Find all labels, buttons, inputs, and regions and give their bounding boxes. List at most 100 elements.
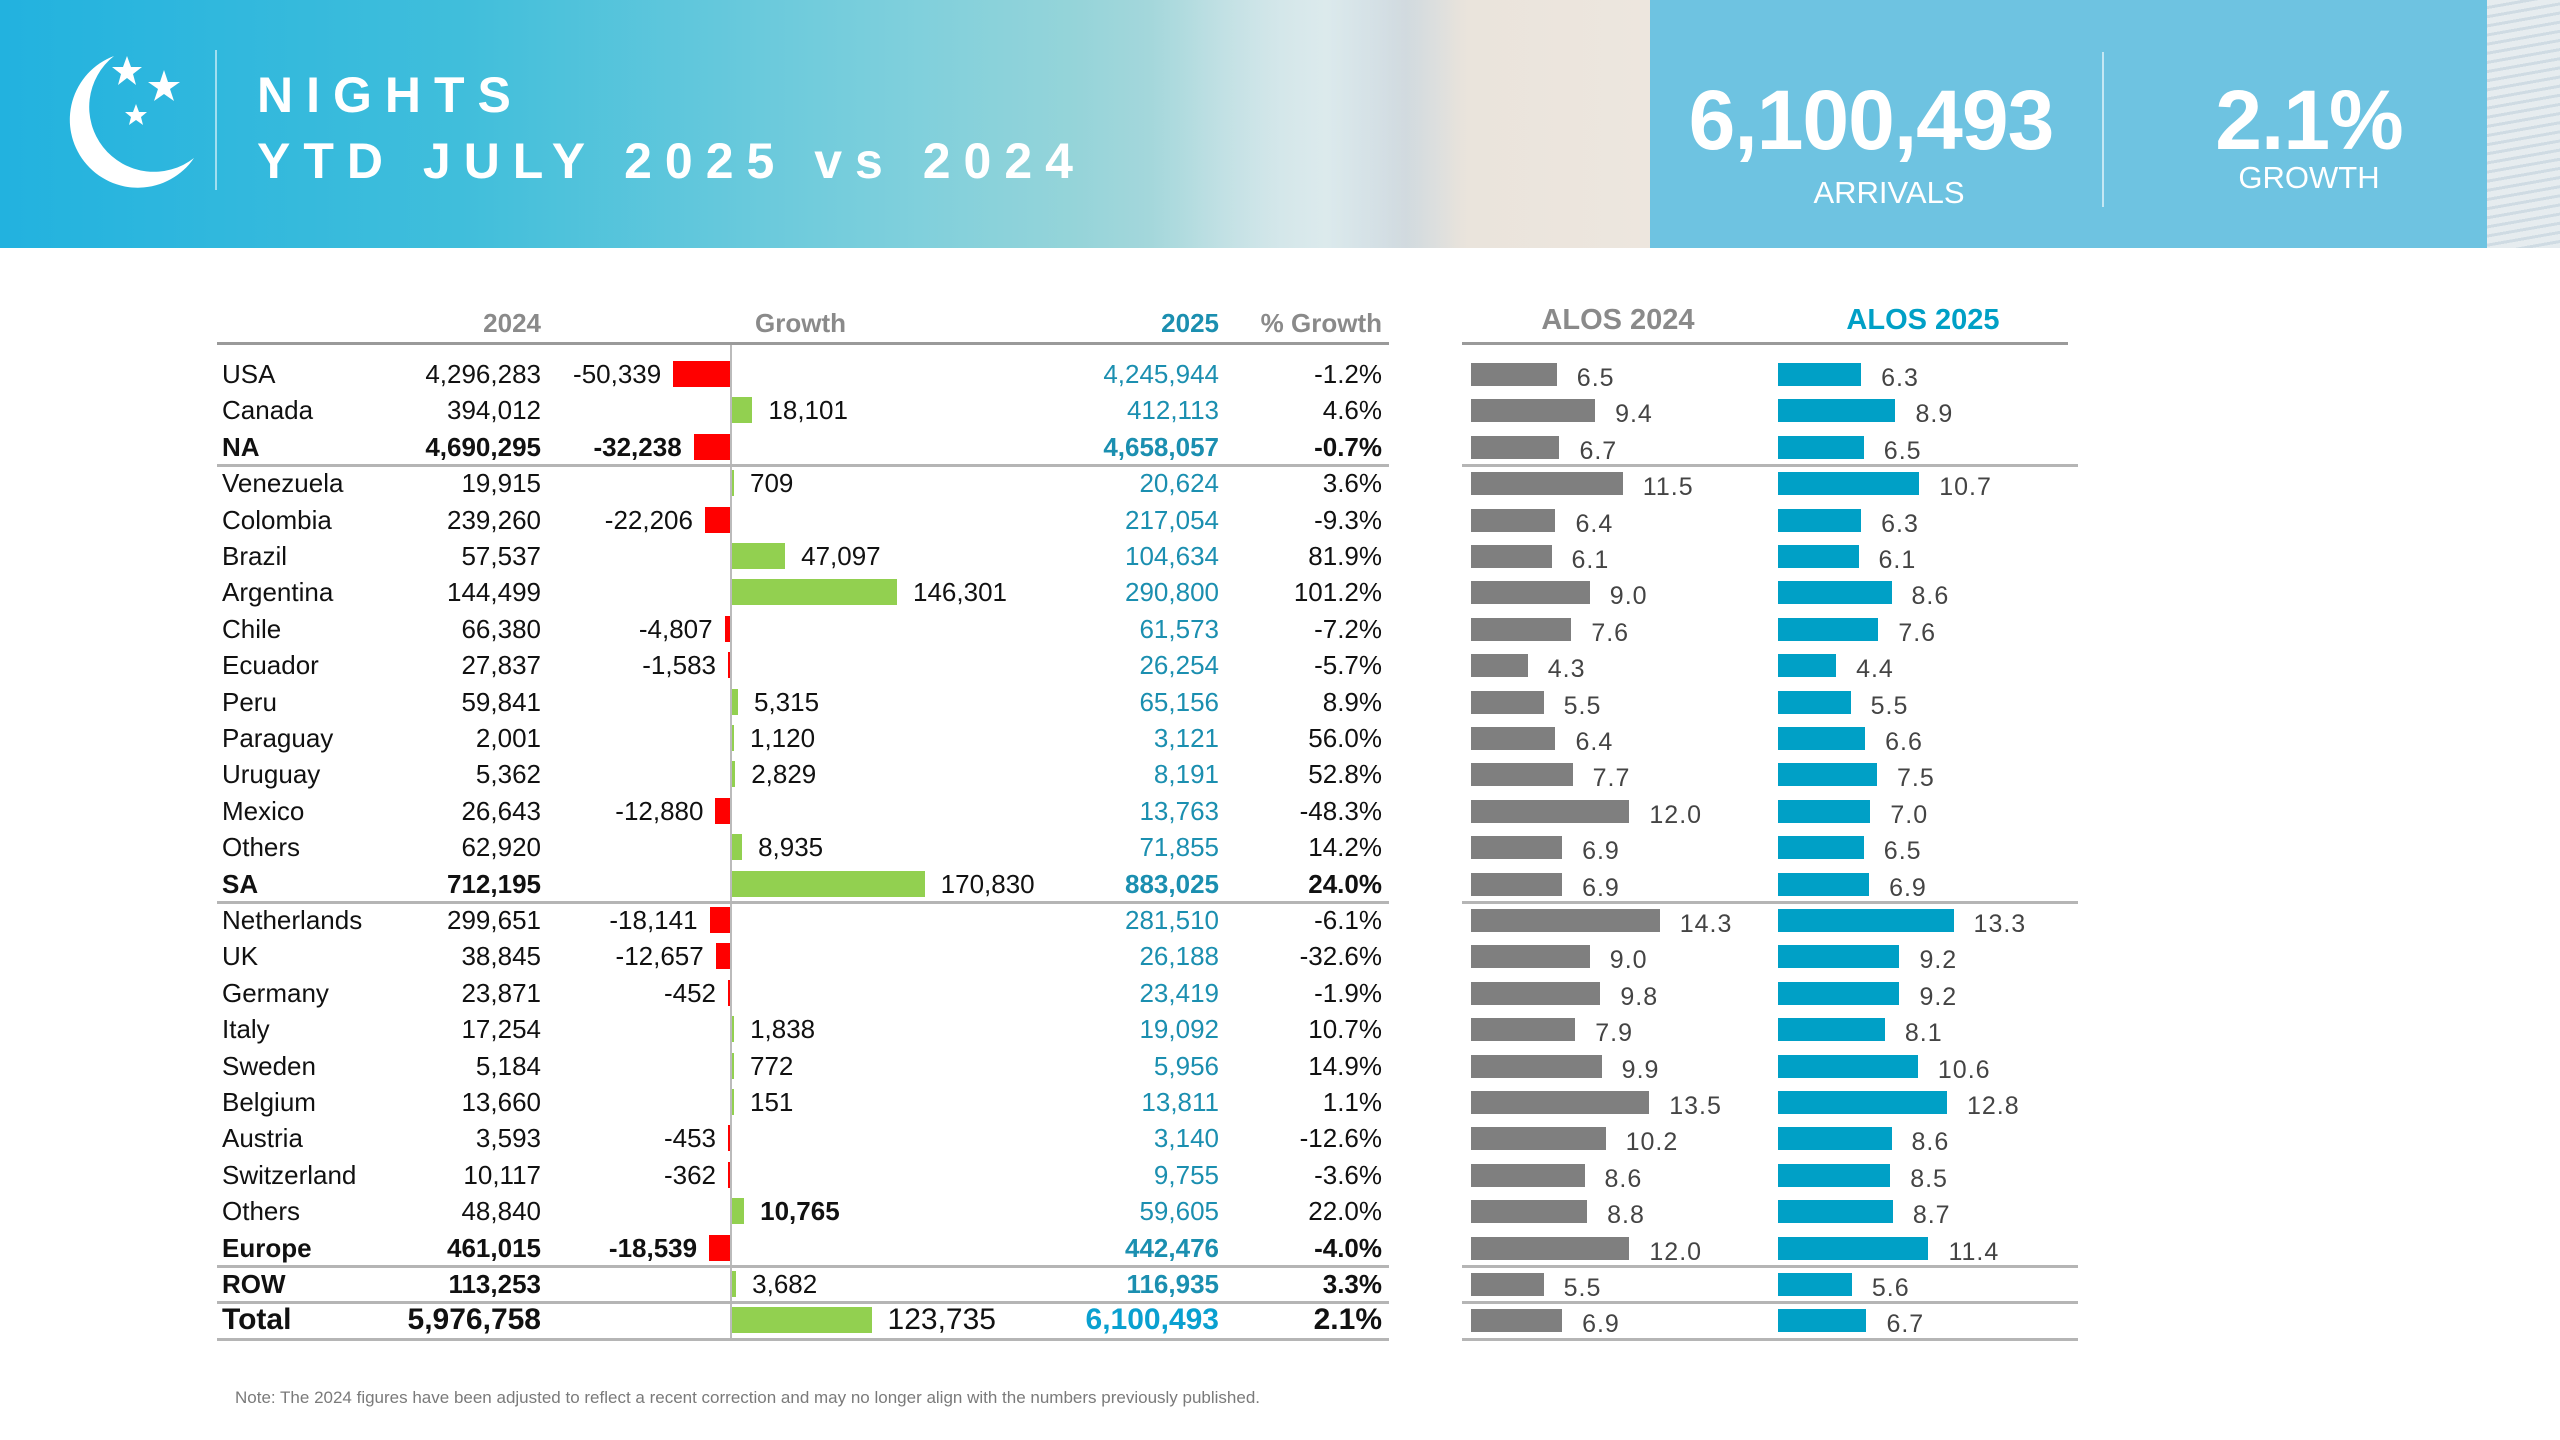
growth-label: -4,807	[638, 613, 713, 644]
growth-bar-positive	[732, 1089, 734, 1115]
value-2025: 61,573	[1139, 613, 1219, 644]
value-2024: 13,660	[461, 1087, 541, 1117]
pct-growth: -32.6%	[1299, 941, 1382, 972]
alos-2024-bar	[1471, 690, 1544, 714]
growth-label: -452	[663, 977, 716, 1008]
alos-2024-label: 7.6	[1591, 618, 1630, 647]
growth-bar-negative	[693, 433, 730, 460]
alos-2025-label: 8.5	[1910, 1164, 1948, 1193]
section-divider	[217, 1265, 1389, 1268]
growth-bar-negative	[709, 1234, 730, 1261]
pct-growth: 4.6%	[1322, 395, 1382, 426]
growth-label: 772	[750, 1050, 794, 1081]
growth-label: GROWTH	[2238, 160, 2380, 195]
value-2024: 144,499	[447, 577, 541, 608]
alos-2024-bar	[1471, 836, 1563, 860]
alos-2025-label: 7.5	[1897, 764, 1935, 793]
row-label: Switzerland	[222, 1159, 357, 1190]
section-divider	[217, 1337, 1389, 1341]
pct-growth: -7.2%	[1314, 613, 1382, 644]
growth-label: -12,657	[615, 941, 704, 972]
alos-2024-label: 8.8	[1607, 1201, 1645, 1230]
alos-2024-label: 6.7	[1579, 436, 1618, 465]
alos-2025-bar	[1778, 581, 1892, 605]
growth-bar-positive	[732, 725, 734, 751]
growth-label: 146,301	[913, 577, 1007, 608]
pct-growth: 22.0%	[1308, 1196, 1382, 1227]
section-divider	[217, 1301, 1389, 1305]
growth-bar-positive	[732, 470, 734, 497]
alos-2025-label: 6.7	[1886, 1310, 1925, 1339]
alos-2024-label: 9.0	[1609, 582, 1648, 611]
alos-2024-label: 6.4	[1575, 728, 1614, 756]
page-subtitle: YTD JULY 2025 vs 2024	[257, 133, 1086, 189]
growth-bar-positive	[732, 1052, 734, 1079]
row-label: Austria	[222, 1123, 303, 1154]
row-label: Others	[222, 832, 301, 863]
growth-label: -50,339	[573, 359, 662, 389]
alos-2025-bar	[1778, 654, 1837, 678]
value-2024: 4,690,295	[425, 431, 541, 462]
table-row: Paraguay 2,001 1,120 3,121 56.0% 6.4 6.6	[0, 720, 2100, 756]
value-2024: 394,012	[447, 395, 541, 426]
growth-bar-negative	[715, 943, 730, 970]
alos-2024-label: 5.5	[1563, 691, 1602, 720]
row-label: Uruguay	[222, 759, 321, 790]
value-2024: 2,001	[475, 723, 541, 753]
col-header-pct-growth: % Growth	[1260, 308, 1382, 338]
growth-label: 709	[750, 468, 794, 499]
growth-label: 151	[750, 1087, 794, 1117]
pct-growth: -1.2%	[1314, 359, 1382, 389]
value-2025: 281,510	[1125, 905, 1219, 935]
pct-growth: 8.9%	[1322, 686, 1382, 717]
growth-label: 1,838	[750, 1014, 816, 1045]
alos-2024-bar	[1471, 581, 1590, 605]
growth-label: 10,765	[760, 1196, 840, 1227]
alos-2024-label: 11.5	[1642, 473, 1694, 502]
alos-2025-label: 8.1	[1904, 1019, 1943, 1048]
header-banner: NIGHTS YTD JULY 2025 vs 2024 6,100,493 A…	[0, 0, 2560, 248]
table-row: NA 4,690,295 -32,238 4,658,057 -0.7% 6.7 6.5	[0, 429, 2100, 465]
row-label: UK	[222, 941, 259, 972]
pct-growth: 10.7%	[1308, 1014, 1382, 1045]
col-header-alos-2024: ALOS 2024	[1541, 304, 1695, 336]
pct-growth: -12.6%	[1299, 1123, 1382, 1154]
section-divider	[1462, 1337, 2078, 1341]
growth-axis	[730, 345, 732, 1340]
pct-growth: 101.2%	[1293, 577, 1382, 608]
col-header-2024: 2024	[483, 308, 541, 338]
kpi-panel	[1650, 0, 2487, 248]
alos-2024-label: 9.9	[1621, 1055, 1660, 1084]
alos-2025-bar	[1778, 981, 1900, 1005]
alos-2025-bar	[1778, 508, 1862, 532]
growth-bar-negative	[715, 797, 730, 824]
value-2024: 57,537	[461, 541, 541, 571]
alos-2024-bar	[1471, 945, 1590, 969]
table-row: Europe 461,015 -18,539 442,476 -4.0% 12.0 11.4	[0, 1230, 2100, 1266]
alos-2025-bar	[1778, 1127, 1892, 1151]
alos-2025-label: 8.6	[1911, 582, 1950, 611]
col-header-growth: Growth	[755, 308, 846, 338]
row-label: Ecuador	[222, 650, 319, 681]
pct-growth: -5.7%	[1314, 650, 1382, 681]
growth-bar-positive	[732, 1016, 735, 1043]
alos-2025-bar	[1778, 472, 1920, 496]
row-label: Colombia	[222, 504, 332, 535]
value-2025: 13,811	[1141, 1087, 1219, 1117]
growth-label: -18,141	[609, 905, 698, 935]
row-label: Chile	[222, 613, 282, 644]
alos-2025-bar	[1778, 363, 1862, 386]
value-2025: 5,956	[1153, 1050, 1219, 1081]
row-label: Europe	[222, 1232, 312, 1263]
growth-bar-positive	[732, 688, 738, 715]
growth-label: -12,880	[615, 795, 704, 826]
alos-2025-label: 5.6	[1871, 1274, 1910, 1302]
table-row: Venezuela 19,915 709 20,624 3.6% 11.5 10.7	[0, 465, 2100, 501]
value-2024: 4,296,283	[425, 359, 541, 389]
alos-2025-bar	[1778, 945, 1900, 969]
growth-bar-positive	[732, 1271, 737, 1297]
value-2025: 3,121	[1153, 723, 1219, 753]
alos-2025-label: 10.7	[1939, 473, 1992, 502]
alos-2025-bar	[1778, 1236, 1929, 1260]
value-2024: 19,915	[461, 468, 541, 499]
